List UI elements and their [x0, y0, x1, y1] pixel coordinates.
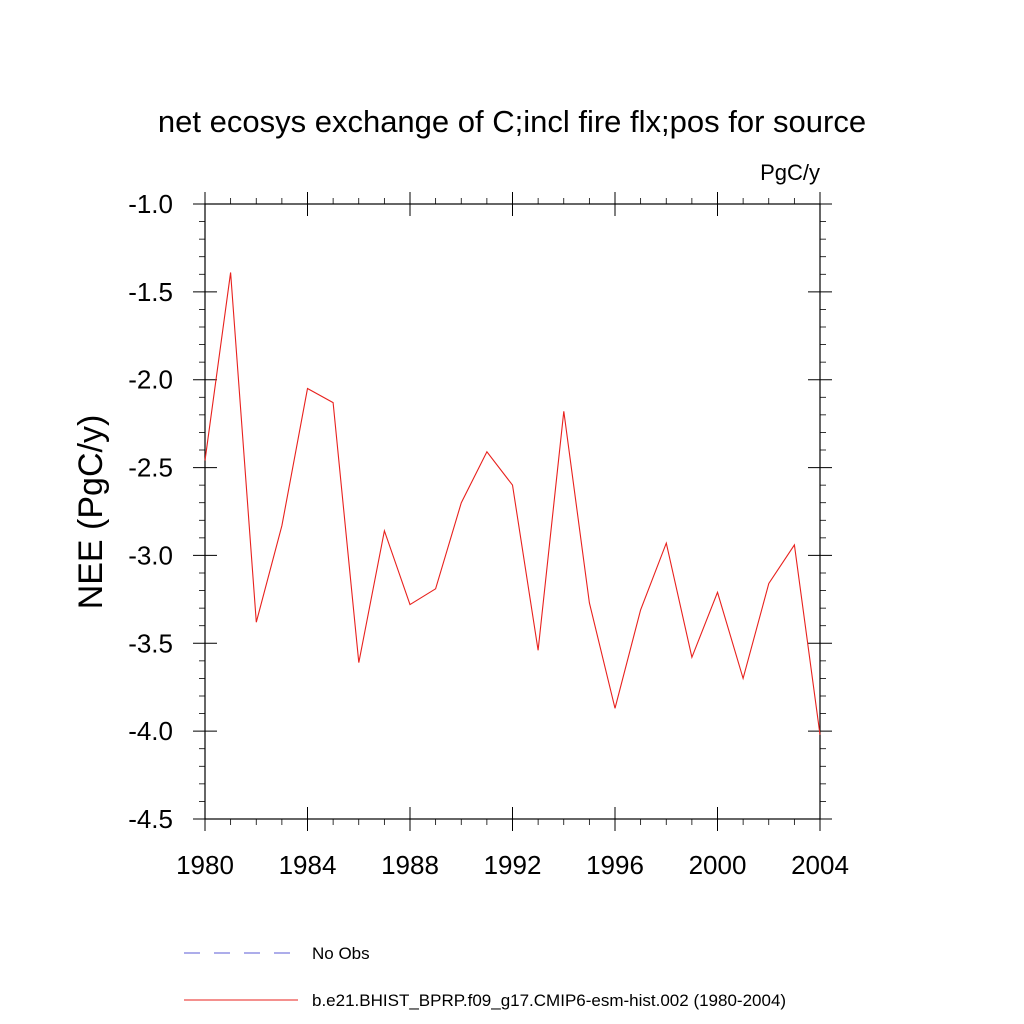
x-tick-label: 1984 — [279, 850, 337, 880]
axis-ticks — [193, 192, 832, 831]
y-axis-label: NEE (PgC/y) — [72, 415, 110, 610]
legend: No Obs b.e21.BHIST_BPRP.f09_g17.CMIP6-es… — [184, 944, 786, 1010]
y-tick-label: -4.0 — [128, 716, 173, 746]
y-tick-labels: -1.0 -1.5 -2.0 -2.5 -3.0 -3.5 -4.0 -4.5 — [128, 189, 173, 834]
y-tick-label: -3.0 — [128, 540, 173, 570]
y-tick-label: -1.5 — [128, 277, 173, 307]
legend-label-no-obs: No Obs — [312, 944, 370, 963]
y-tick-label: -3.5 — [128, 628, 173, 658]
y-tick-label: -2.5 — [128, 453, 173, 483]
chart-title: net ecosys exchange of C;incl fire flx;p… — [158, 104, 866, 139]
x-tick-labels: 1980 1984 1988 1992 1996 2000 2004 — [176, 850, 849, 880]
x-tick-label: 2004 — [791, 850, 849, 880]
x-tick-label: 1980 — [176, 850, 234, 880]
x-tick-label: 1992 — [484, 850, 542, 880]
x-tick-label: 1988 — [381, 850, 439, 880]
plot-frame — [204, 203, 821, 820]
y-tick-label: -1.0 — [128, 189, 173, 219]
y-tick-label: -4.5 — [128, 804, 173, 834]
units-label: PgC/y — [760, 160, 820, 185]
x-tick-label: 2000 — [689, 850, 747, 880]
series-lines — [204, 272, 821, 735]
x-tick-label: 1996 — [586, 850, 644, 880]
legend-label-model: b.e21.BHIST_BPRP.f09_g17.CMIP6-esm-hist.… — [312, 991, 786, 1010]
y-tick-label: -2.0 — [128, 365, 173, 395]
series-line-0 — [204, 272, 821, 735]
